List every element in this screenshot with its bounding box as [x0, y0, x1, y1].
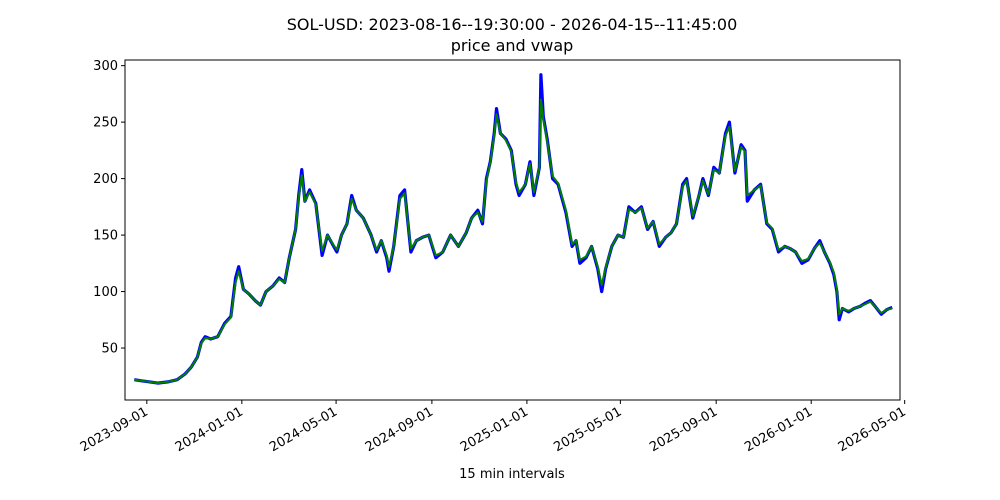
plot-frame — [124, 59, 901, 401]
y-tick-label: 300 — [93, 59, 118, 74]
x-axis-label: 15 min intervals — [459, 467, 565, 482]
x-tick-label: 2024-05-01 — [267, 404, 340, 455]
x-tick-label: 2026-05-01 — [836, 404, 909, 455]
x-tick-label: 2023-09-01 — [78, 404, 151, 455]
x-tick-label: 2025-09-01 — [647, 404, 720, 455]
y-tick-label: 150 — [93, 229, 118, 244]
x-tick-label: 2026-01-01 — [742, 404, 815, 455]
x-tick-label: 2025-05-01 — [551, 404, 624, 455]
y-tick-label: 200 — [93, 172, 118, 187]
series-line-price — [134, 73, 893, 385]
y-tick-label: 50 — [101, 342, 118, 357]
x-tick-label: 2024-01-01 — [173, 404, 246, 455]
chart-subtitle: price and vwap — [451, 36, 574, 55]
series-line-vwap — [134, 98, 893, 385]
plot-lines — [134, 73, 893, 385]
y-tick-label: 250 — [93, 116, 118, 131]
y-axis: 50 100 150 200 250 300 — [93, 59, 125, 357]
chart-title: SOL-USD: 2023-08-16--19:30:00 - 2026-04-… — [287, 15, 738, 34]
x-tick-label: 2024-09-01 — [363, 404, 436, 455]
x-tick-label: 2025-01-01 — [458, 404, 531, 455]
y-tick-label: 100 — [93, 285, 118, 300]
x-axis: 2023-09-01 2024-01-01 2024-05-01 2024-09-01… — [78, 400, 909, 455]
